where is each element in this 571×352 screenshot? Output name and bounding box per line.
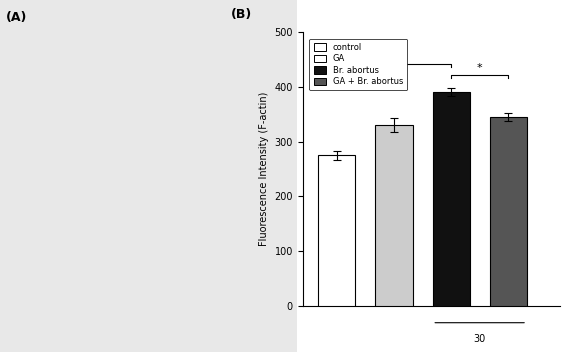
Text: *: * (477, 63, 482, 74)
Bar (490, 117, 526, 306)
Text: (B): (B) (231, 8, 252, 21)
Bar (376, 125, 412, 306)
Text: (A): (A) (6, 11, 27, 24)
Bar (433, 92, 469, 306)
Bar (319, 155, 355, 306)
Y-axis label: Fluorescence Intensity (F-actin): Fluorescence Intensity (F-actin) (259, 92, 269, 246)
Text: **: ** (388, 52, 400, 62)
Text: 30: 30 (473, 334, 486, 344)
Legend: control, GA, Br. abortus, GA + Br. abortus: control, GA, Br. abortus, GA + Br. abort… (309, 39, 407, 90)
